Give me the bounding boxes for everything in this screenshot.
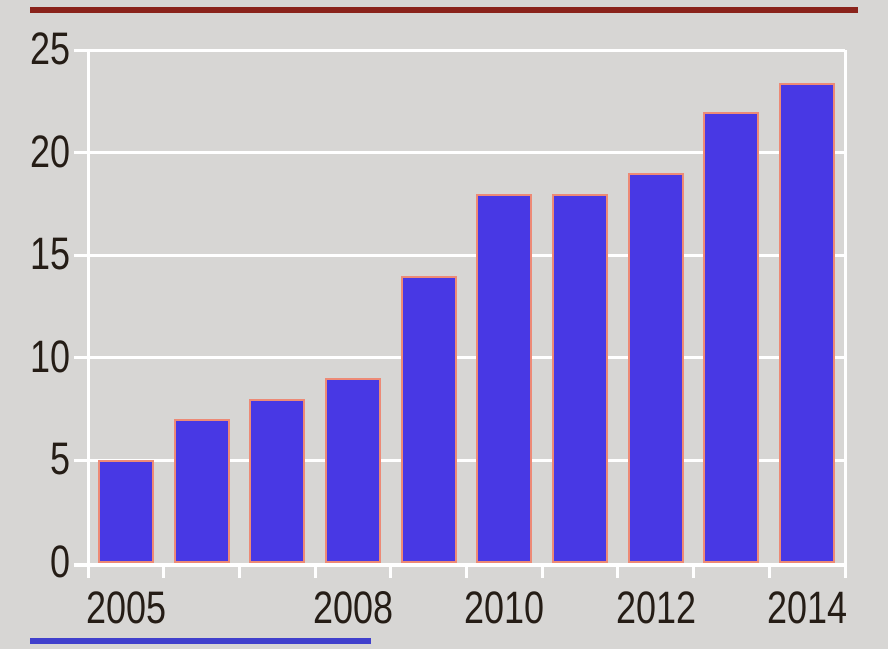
gridline	[74, 458, 845, 462]
x-tick	[616, 567, 620, 578]
x-tick	[465, 567, 468, 578]
bar-2005	[97, 460, 154, 563]
x-axis-baseline	[74, 563, 845, 567]
y-axis-line	[86, 50, 90, 578]
x-tick	[843, 567, 847, 578]
x-tick	[86, 567, 90, 578]
bottom-cropped-line	[30, 638, 371, 644]
bar-2011	[552, 193, 609, 563]
gridline	[74, 253, 845, 257]
y-tick-label: 20	[29, 125, 70, 177]
plot-right-border	[843, 50, 847, 567]
y-tick-label: 0	[49, 536, 70, 587]
y-tick-label: 15	[29, 228, 70, 280]
x-tick	[692, 567, 696, 578]
x-tick	[767, 567, 771, 578]
top-cropped-line	[30, 7, 858, 13]
y-tick-label: 25	[29, 23, 70, 74]
bar-2008	[324, 378, 381, 563]
x-tick-label: 2005	[85, 582, 166, 633]
x-tick	[237, 567, 241, 578]
x-tick	[313, 567, 317, 578]
x-tick	[389, 567, 393, 578]
y-tick-label: 5	[49, 433, 70, 485]
x-tick-label: 2008	[312, 582, 393, 633]
x-tick-label: 2012	[615, 582, 696, 633]
gridline	[74, 48, 845, 52]
bar-2013	[703, 111, 760, 563]
gridline	[74, 151, 845, 155]
bar-2010	[476, 193, 533, 563]
bar-2014	[779, 82, 836, 563]
x-tick	[162, 567, 166, 578]
bar-2006	[173, 419, 230, 563]
x-tick-label: 2014	[767, 582, 848, 633]
x-tick	[540, 567, 544, 578]
y-tick-label: 10	[29, 330, 70, 382]
bar-2007	[249, 398, 306, 563]
bar-2009	[400, 275, 457, 563]
bar-2012	[627, 173, 684, 563]
gridline	[74, 356, 845, 360]
x-tick-label: 2010	[464, 582, 545, 633]
